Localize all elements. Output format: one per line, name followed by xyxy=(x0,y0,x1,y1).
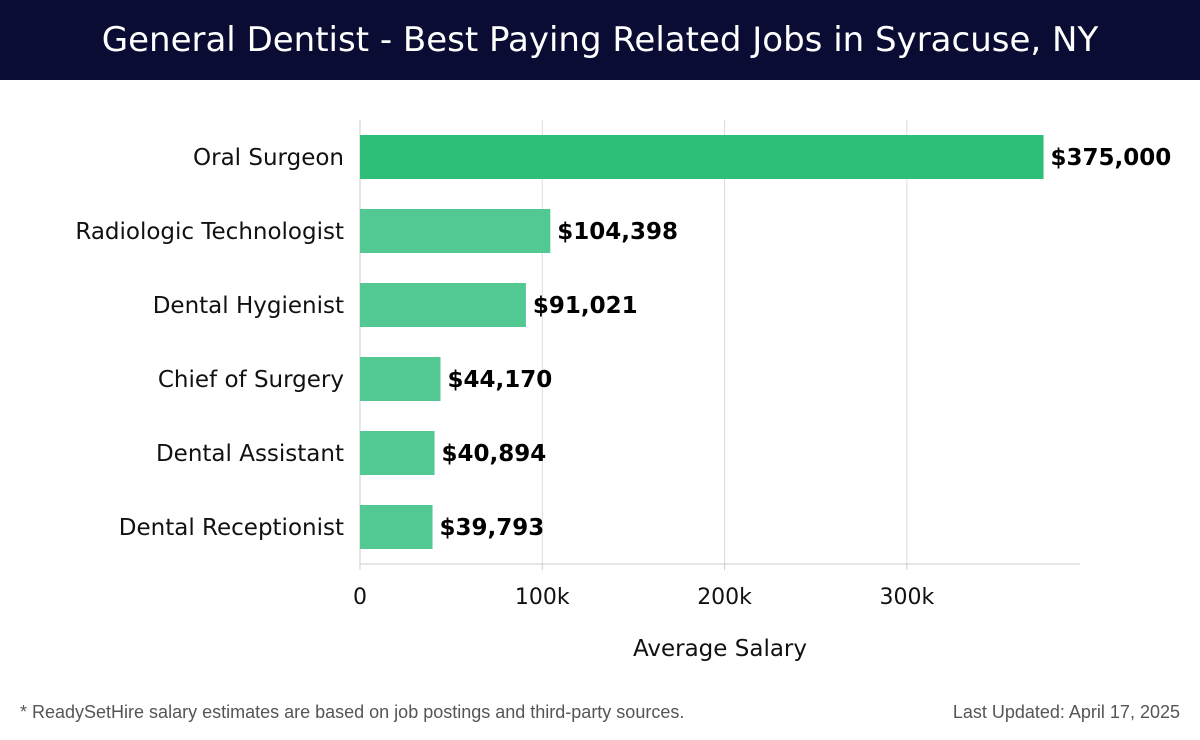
value-label: $39,793 xyxy=(440,515,545,541)
x-axis-title: Average Salary xyxy=(633,636,807,662)
page-title: General Dentist - Best Paying Related Jo… xyxy=(101,20,1099,60)
bar xyxy=(360,431,435,475)
category-label: Radiologic Technologist xyxy=(75,219,344,245)
bar-chart: Oral Surgeon $375,000 Radiologic Technolog… xyxy=(75,120,1172,662)
x-tick-label: 100k xyxy=(515,585,570,610)
x-tick-label: 200k xyxy=(697,585,752,610)
category-label: Oral Surgeon xyxy=(193,145,344,171)
bar xyxy=(360,283,526,327)
x-tick-label: 0 xyxy=(353,585,367,610)
bar xyxy=(360,505,433,549)
category-label: Chief of Surgery xyxy=(158,367,344,393)
value-label: $91,021 xyxy=(533,293,638,319)
category-label: Dental Hygienist xyxy=(153,293,344,319)
value-label: $375,000 xyxy=(1051,145,1172,171)
footer-last-updated: Last Updated: April 17, 2025 xyxy=(952,702,1180,722)
value-label: $104,398 xyxy=(557,219,678,245)
x-tick-label: 300k xyxy=(879,585,934,610)
footer-disclaimer: * ReadySetHire salary estimates are base… xyxy=(20,702,685,722)
category-label: Dental Receptionist xyxy=(119,515,344,541)
bar xyxy=(360,357,441,401)
value-label: $44,170 xyxy=(448,367,553,393)
value-label: $40,894 xyxy=(442,441,547,467)
category-label: Dental Assistant xyxy=(156,441,344,467)
bar xyxy=(360,135,1044,179)
header-banner: General Dentist - Best Paying Related Jo… xyxy=(0,0,1200,80)
bar xyxy=(360,209,551,253)
